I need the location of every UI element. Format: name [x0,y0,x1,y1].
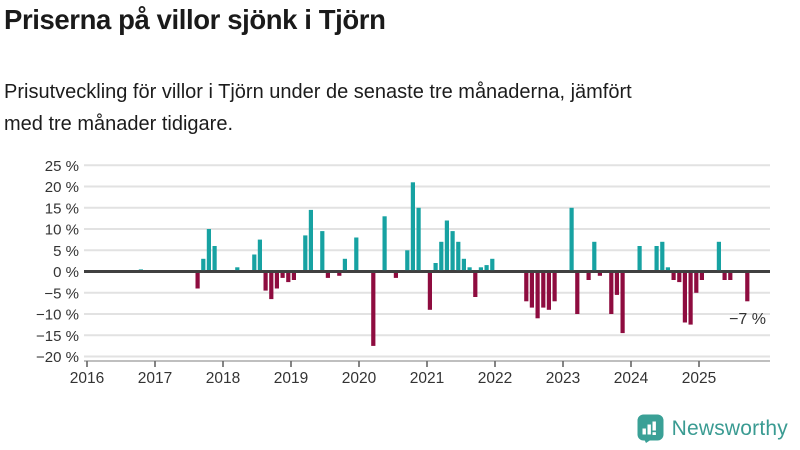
chart-bar [320,231,325,270]
chart-bar [535,273,540,319]
chart-bar [682,273,687,323]
brand-name: Newsworthy [671,416,788,440]
chart-bar [325,273,330,278]
chart-bar [201,258,206,271]
y-tick-label: 25 % [45,158,79,175]
last-value-annotation: −7 % [729,311,766,328]
chart-bar [252,254,257,270]
chart-bar [354,237,359,270]
x-tick-label: 2020 [342,370,377,387]
y-tick-label: −10 % [36,307,79,324]
y-tick-label: 10 % [45,222,79,239]
newsworthy-logo[interactable]: Newsworthy [637,414,788,443]
y-tick-label: 20 % [45,179,79,196]
chart-bar [405,250,410,271]
chart-bar [461,258,466,271]
chart-bar [433,263,438,270]
chart-bar [552,273,557,302]
chart-bar [609,273,614,314]
y-tick-label: 0 % [53,264,79,281]
chart-bar [575,273,580,314]
x-tick-label: 2025 [682,370,716,387]
chart-bar [303,235,308,270]
chart-bar [274,273,279,289]
chart-bar [439,241,444,271]
chart-bar [716,241,721,271]
chart-bar [206,229,211,270]
chart-bar [337,273,342,276]
chart-bar [257,239,262,270]
x-tick-label: 2018 [206,370,240,387]
chart-bar [393,273,398,278]
chart-bar [195,273,200,289]
chart-bar [490,258,495,271]
chart-bar [410,182,415,271]
x-tick-label: 2024 [614,370,649,387]
chart-bar [342,258,347,271]
chart-bar [478,267,483,271]
chart-bar [382,216,387,271]
chart-bar [269,273,274,300]
chart-bar [677,273,682,283]
chart-bar [212,246,217,270]
chart-bar [456,241,461,271]
chart-bar [671,273,676,280]
chart-bar [529,273,534,308]
chart-bar [728,273,733,280]
y-tick-label: −20 % [36,349,79,366]
chart-bar [308,209,313,270]
chart-bar [444,220,449,270]
subtitle-line-2: med tre månader tidigare. [4,113,234,135]
y-tick-label: 5 % [53,243,79,260]
chart-bar [660,241,665,271]
y-tick-label: 15 % [45,200,79,217]
chart-bar [665,267,670,271]
chart-bar [524,273,529,302]
chart-bar [450,231,455,270]
subtitle-line-1: Prisutveckling för villor i Tjörn under … [4,81,632,103]
chart-bar [597,273,602,276]
x-tick-label: 2021 [410,370,444,387]
chart-bar [371,273,376,346]
chart-bar [637,246,642,270]
chart-bar [541,273,546,308]
chart-bar [546,273,551,310]
y-tick-label: −15 % [36,328,79,345]
chart-bar [286,273,291,283]
x-tick-label: 2023 [546,370,580,387]
chart-bar [569,207,574,271]
chart-bar [614,273,619,295]
chart-bar [235,267,240,271]
chart-bar [280,273,285,278]
chart-bar [722,273,727,280]
chart-bar [473,273,478,297]
chart-bar [416,207,421,271]
newsworthy-badge-icon [637,414,664,443]
chart-bar [427,273,432,310]
chart-bar [620,273,625,334]
x-tick-label: 2016 [70,370,104,387]
page-title: Priserna på villor sjönk i Tjörn [4,4,386,35]
chart-bar [291,273,296,280]
chart-bar [592,241,597,271]
chart-bar [484,265,489,270]
x-tick-label: 2019 [274,370,308,387]
x-tick-label: 2022 [478,370,512,387]
y-tick-label: −5 % [44,285,79,302]
chart-bar [654,246,659,270]
chart-bar [745,273,750,302]
chart-bar [138,269,143,270]
chart-bar [467,267,472,271]
x-tick-label: 2017 [138,370,172,387]
chart-bar [694,273,699,293]
chart-bar [688,273,693,325]
chart-bar [263,273,268,291]
chart-subtitle: Prisutveckling för villor i Tjörn under … [4,76,632,140]
price-development-bar-chart: 25 % 20 % 15 % 10 % 5 % 0 % −5 % −10 % −15 % −20 … [36,158,770,387]
chart-bar [699,273,704,280]
chart-bar [586,273,591,280]
